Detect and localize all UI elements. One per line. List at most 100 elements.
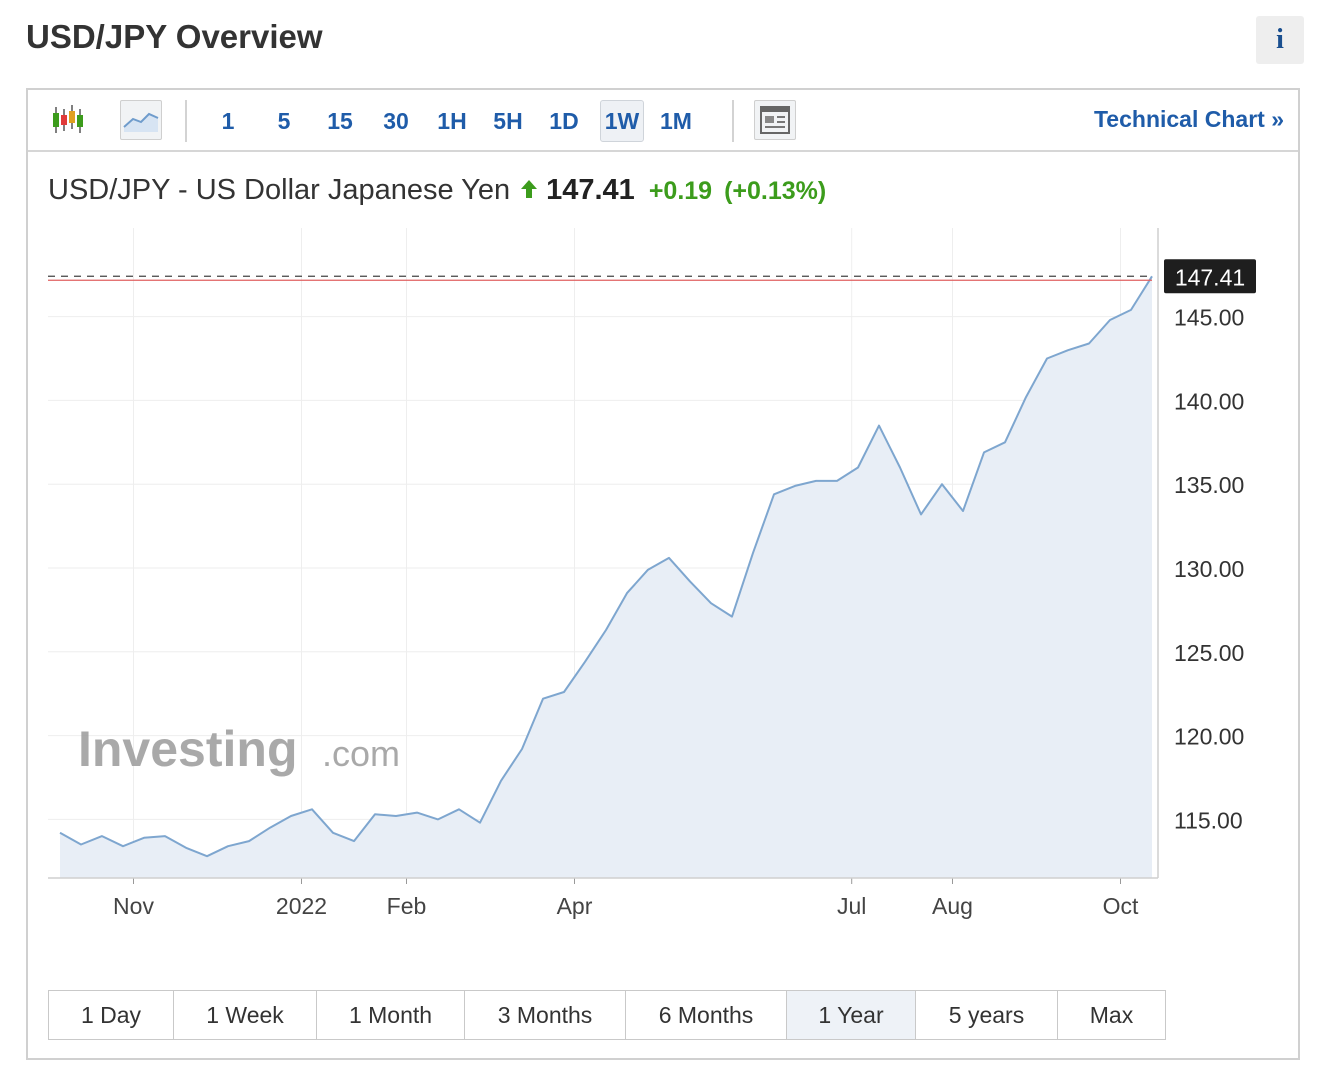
data-point — [563, 691, 565, 693]
data-point — [269, 827, 271, 829]
x-tick-label: Aug — [932, 893, 973, 919]
data-point — [1046, 357, 1048, 359]
layout-icon[interactable] — [754, 100, 796, 140]
page-title: USD/JPY Overview — [26, 18, 323, 55]
interval-5[interactable]: 5 — [277, 107, 291, 134]
data-point — [248, 840, 250, 842]
data-point — [584, 661, 586, 663]
data-point — [290, 815, 292, 817]
data-point — [899, 466, 901, 468]
data-point — [1109, 319, 1111, 321]
range-6-months[interactable]: 6 Months — [626, 991, 787, 1039]
y-tick-label: 115.00 — [1174, 807, 1243, 833]
data-point — [80, 843, 82, 845]
range-1-day[interactable]: 1 Day — [49, 991, 174, 1039]
toolbar-separator — [185, 100, 187, 142]
data-point — [773, 493, 775, 495]
data-point — [1004, 441, 1006, 443]
x-tick-label: 2022 — [276, 893, 327, 919]
price-change-percent: (+0.13%) — [724, 177, 827, 205]
price-area — [60, 276, 1152, 878]
y-tick-label: 120.00 — [1174, 724, 1244, 750]
quote-header: USD/JPY - US Dollar Japanese Yen 147.41 … — [48, 174, 826, 207]
price-change: +0.19 — [648, 177, 713, 205]
interval-15[interactable]: 15 — [327, 107, 353, 134]
y-tick-label: 125.00 — [1174, 640, 1244, 666]
info-button[interactable]: i — [1256, 16, 1304, 64]
chart-widget: 1 5 15 30 1H 5H 1D 1W 1M Technical Chart… — [26, 88, 1300, 1060]
toolbar-separator — [732, 100, 734, 142]
x-tick-label: Feb — [387, 893, 427, 919]
data-point — [542, 698, 544, 700]
data-point — [143, 837, 145, 839]
watermark-brand: Investing — [78, 721, 297, 777]
range-1-week[interactable]: 1 Week — [174, 991, 317, 1039]
data-point — [878, 424, 880, 426]
chart-toolbar: 1 5 15 30 1H 5H 1D 1W 1M Technical Chart… — [28, 90, 1298, 152]
data-point — [185, 847, 187, 849]
range-3-months[interactable]: 3 Months — [465, 991, 626, 1039]
data-point — [668, 557, 670, 559]
interval-1m[interactable]: 1M — [660, 107, 692, 134]
data-point — [1067, 349, 1069, 351]
data-point — [983, 451, 985, 453]
range-5-years[interactable]: 5 years — [916, 991, 1058, 1039]
data-point — [353, 840, 355, 842]
instrument-name: USD/JPY - US Dollar Japanese Yen — [48, 174, 511, 206]
y-tick-label: 130.00 — [1174, 556, 1244, 582]
interval-1[interactable]: 1 — [221, 107, 235, 134]
data-point — [206, 855, 208, 857]
data-point — [332, 832, 334, 834]
data-point — [1130, 309, 1132, 311]
data-point — [815, 480, 817, 482]
interval-1d[interactable]: 1D — [549, 107, 579, 134]
data-point — [710, 602, 712, 604]
x-tick-label: Oct — [1103, 893, 1139, 919]
y-tick-label: 140.00 — [1174, 388, 1244, 414]
x-tick-label: Nov — [113, 893, 154, 919]
data-point — [395, 815, 397, 817]
data-point — [437, 818, 439, 820]
data-point — [794, 485, 796, 487]
data-point — [689, 580, 691, 582]
data-point — [857, 466, 859, 468]
data-point — [227, 845, 229, 847]
price-chart[interactable]: Investing .com 115.00120.00125.00130.001… — [28, 90, 1298, 980]
chart-grid — [48, 228, 1152, 878]
y-tick-label: 135.00 — [1174, 472, 1244, 498]
interval-30[interactable]: 30 — [383, 107, 409, 134]
y-tick-label: 145.00 — [1174, 305, 1244, 331]
interval-5h[interactable]: 5H — [493, 107, 523, 134]
interval-1h[interactable]: 1H — [437, 107, 467, 134]
data-point — [605, 629, 607, 631]
range-max[interactable]: Max — [1089, 1001, 1134, 1028]
data-point — [521, 748, 523, 750]
data-point — [962, 510, 964, 512]
technical-chart-link[interactable]: Technical Chart » — [1093, 106, 1284, 132]
data-point — [479, 822, 481, 824]
data-point — [752, 552, 754, 554]
last-price: 147.41 — [546, 174, 635, 206]
candlestick-icon[interactable] — [46, 100, 88, 140]
data-point — [626, 592, 628, 594]
data-point — [920, 513, 922, 515]
last-price-tag: 147.41 — [1164, 259, 1256, 294]
axes-layer: 115.00 120.00 125.00 130.00 135.00 140.00 145.… — [48, 228, 1256, 919]
data-point — [458, 808, 460, 810]
range-1-year[interactable]: 1 Year — [787, 991, 916, 1039]
watermark-suffix: .com — [322, 733, 400, 774]
data-point — [836, 480, 838, 482]
x-tick-label: Apr — [557, 893, 593, 919]
range-selector: 1 Day 1 Week 1 Month 3 Months 6 Months 1… — [48, 990, 1166, 1040]
data-point — [1088, 342, 1090, 344]
interval-1w[interactable]: 1W — [600, 100, 644, 142]
last-price-tag-label: 147.41 — [1175, 264, 1245, 290]
price-line — [59, 275, 1153, 858]
data-point — [164, 835, 166, 837]
range-1-month[interactable]: 1 Month — [317, 991, 465, 1039]
area-chart-icon[interactable] — [120, 100, 162, 140]
data-point — [416, 811, 418, 813]
x-tick-label: Jul — [837, 893, 866, 919]
up-arrow-icon — [520, 179, 538, 204]
data-point — [59, 832, 61, 834]
